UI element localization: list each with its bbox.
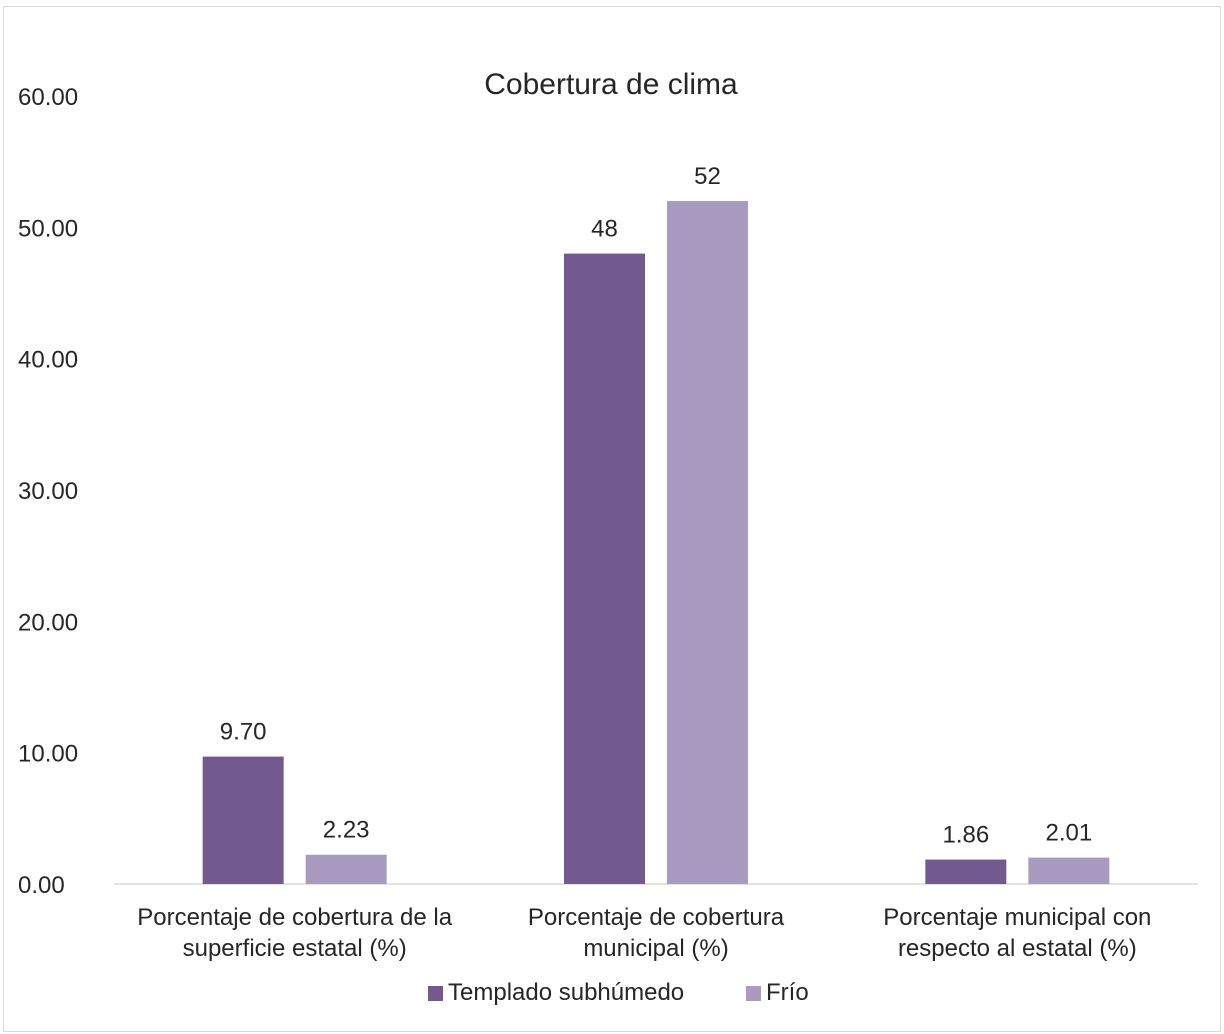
data-label: 52 — [694, 163, 721, 190]
bar — [305, 854, 387, 884]
bars-group — [202, 201, 1110, 885]
legend: Templado subhúmedo Frío — [428, 979, 809, 1006]
bar — [564, 253, 645, 885]
legend-label: Frío — [766, 979, 809, 1006]
x-category-label: superficie estatal (%) — [183, 935, 407, 962]
bar — [1028, 857, 1110, 884]
y-tick-label: 20.00 — [18, 609, 78, 636]
data-labels-group: 9.70 2.23 48 52 1.86 2.01 — [220, 163, 1092, 849]
y-tick-label: 40.00 — [18, 347, 78, 374]
legend-swatch — [746, 986, 761, 1001]
data-label: 2.23 — [323, 817, 370, 844]
data-label: 1.86 — [942, 822, 989, 849]
y-tick-label: 50.00 — [18, 215, 78, 242]
x-category-label: Porcentaje de cobertura de la — [137, 904, 453, 931]
data-label: 48 — [591, 216, 618, 243]
data-label: 2.01 — [1045, 820, 1092, 847]
bar — [202, 756, 284, 884]
chart-title: Cobertura de clima — [484, 68, 738, 101]
x-category-label: municipal (%) — [583, 935, 728, 962]
legend-label: Templado subhúmedo — [448, 979, 684, 1006]
y-tick-label: 10.00 — [18, 741, 78, 768]
y-tick-label: 0.00 — [18, 872, 65, 899]
x-category-label: respecto al estatal (%) — [898, 935, 1137, 962]
y-tick-label: 60.00 — [18, 84, 78, 111]
x-category-label: Porcentaje de cobertura — [528, 904, 785, 931]
y-tick-label: 30.00 — [18, 478, 78, 505]
bar — [925, 859, 1007, 884]
x-category-label: Porcentaje municipal con — [883, 904, 1151, 931]
legend-swatch — [428, 986, 443, 1001]
bar — [667, 201, 748, 885]
data-label: 9.70 — [220, 719, 267, 746]
x-axis: Porcentaje de cobertura de la superficie … — [137, 904, 1151, 962]
y-axis: 0.00 10.00 20.00 30.00 40.00 50.00 60.00 — [18, 84, 78, 899]
